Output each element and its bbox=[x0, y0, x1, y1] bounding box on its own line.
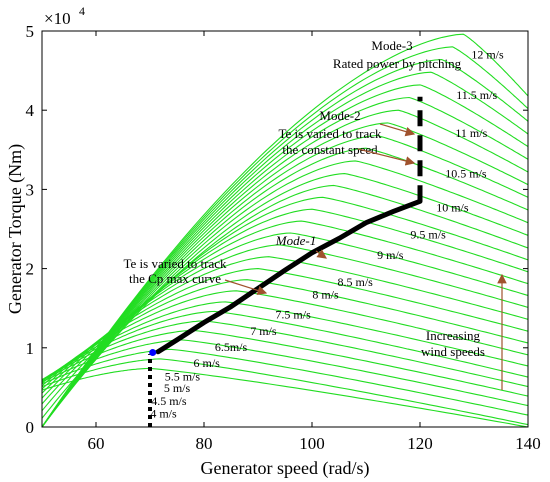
annotation-mode1-line1: Te is varied to track bbox=[123, 256, 227, 271]
y-tick-label-1: 1 bbox=[26, 339, 35, 358]
wind-speed-label-13: 5.5 m/s bbox=[165, 369, 201, 383]
x-tick-label-4: 140 bbox=[515, 434, 541, 453]
start-point bbox=[149, 349, 157, 357]
x-tick-label-2: 100 bbox=[299, 434, 325, 453]
wind-speed-label-5: 9.5 m/s bbox=[410, 228, 446, 242]
arrow-mode2-text bbox=[357, 148, 416, 166]
wind-speed-label-15: 4.5 m/s bbox=[151, 394, 187, 408]
wind-speed-label-11: 6.5m/s bbox=[215, 340, 248, 354]
y-axis-label: Generator Torque (Nm) bbox=[5, 144, 26, 314]
wind-speed-label-8: 8 m/s bbox=[312, 288, 339, 302]
wind-curve-23 bbox=[42, 109, 528, 427]
wind-speed-label-4: 10 m/s bbox=[436, 201, 469, 215]
wind-speed-label-0: 12 m/s bbox=[471, 48, 504, 62]
plot-frame bbox=[41, 30, 529, 428]
wind-curve-19 bbox=[42, 160, 528, 427]
wind-curve-16 bbox=[42, 196, 528, 419]
wind-speed-labels-group: 12 m/s 11.5 m/s 11 m/s 10.5 m/s 10 m/s 9.5 m/… bbox=[150, 48, 504, 421]
wind-speed-label-16: 4 m/s bbox=[150, 406, 177, 420]
x-tick-label-1: 80 bbox=[196, 434, 213, 453]
y-tick-label-2: 2 bbox=[26, 260, 35, 279]
x-tick-label-3: 120 bbox=[407, 434, 433, 453]
arrow-mode2-title bbox=[379, 123, 416, 137]
annotation-mode3-title: Mode-3 bbox=[371, 38, 412, 53]
arrow-mode1-title bbox=[315, 249, 327, 259]
y-tick-label-5: 5 bbox=[26, 22, 35, 41]
wind-curve-22 bbox=[42, 122, 528, 427]
wind-speed-label-2: 11 m/s bbox=[455, 126, 487, 140]
wind-speed-label-10: 7 m/s bbox=[250, 324, 277, 338]
y-tick-label-0: 0 bbox=[26, 418, 35, 437]
wind-speed-label-9: 7.5 m/s bbox=[275, 307, 311, 321]
annotation-mode2-line1: Te is varied to track bbox=[278, 126, 382, 141]
y-multiplier-exponent: 4 bbox=[79, 4, 85, 18]
y-tick-label-3: 3 bbox=[26, 180, 35, 199]
wind-curve-21 bbox=[42, 134, 528, 427]
wind-curve-27 bbox=[42, 58, 528, 427]
wind-curve-0 bbox=[42, 367, 528, 427]
wind-speed-label-6: 9 m/s bbox=[377, 248, 404, 262]
annotation-increasing-line2: wind speeds bbox=[421, 344, 485, 359]
annotations-group: Mode-3 Rated power by pitching Mode-2 Te is… bbox=[123, 38, 507, 390]
wind-speed-label-14: 5 m/s bbox=[164, 381, 191, 395]
wind-curve-28 bbox=[42, 46, 528, 427]
annotation-mode1-line2: the Cp max curve bbox=[129, 271, 221, 286]
arrow-mode1-text bbox=[224, 279, 268, 296]
annotation-mode3-text: Rated power by pitching bbox=[333, 56, 462, 71]
mode1-curve bbox=[155, 198, 423, 355]
operating-curve-group bbox=[148, 96, 423, 427]
wind-curve-1 bbox=[42, 358, 528, 426]
wind-curve-24 bbox=[42, 96, 528, 427]
x-axis-label: Generator speed (rad/s) bbox=[201, 458, 370, 479]
wind-speed-label-3: 10.5 m/s bbox=[445, 167, 487, 181]
wind-curve-25 bbox=[42, 84, 528, 427]
annotation-mode1-title: Mode-1 bbox=[275, 233, 316, 248]
wind-curve-26 bbox=[42, 71, 528, 427]
wind-curve-18 bbox=[42, 173, 528, 427]
wind-speed-label-1: 11.5 m/s bbox=[456, 88, 497, 102]
annotation-mode2-line2: the constant speed bbox=[282, 142, 378, 157]
wind-curves-group bbox=[42, 33, 528, 427]
wind-curve-2 bbox=[42, 348, 528, 416]
wind-speed-label-12: 6 m/s bbox=[194, 356, 221, 370]
annotation-increasing-line1: Increasing bbox=[426, 328, 481, 343]
wind-curve-29 bbox=[42, 33, 528, 427]
wind-curve-20 bbox=[42, 147, 528, 427]
axes-group: 60 80 100 120 140 0 1 2 3 4 5 bbox=[26, 22, 541, 453]
x-tick-label-0: 60 bbox=[88, 434, 105, 453]
annotation-mode2-title: Mode-2 bbox=[319, 108, 360, 123]
wind-speed-label-7: 8.5 m/s bbox=[338, 275, 374, 289]
wind-curve-17 bbox=[42, 184, 528, 427]
y-multiplier-label: ×10 bbox=[44, 9, 71, 28]
y-tick-label-4: 4 bbox=[26, 101, 35, 120]
